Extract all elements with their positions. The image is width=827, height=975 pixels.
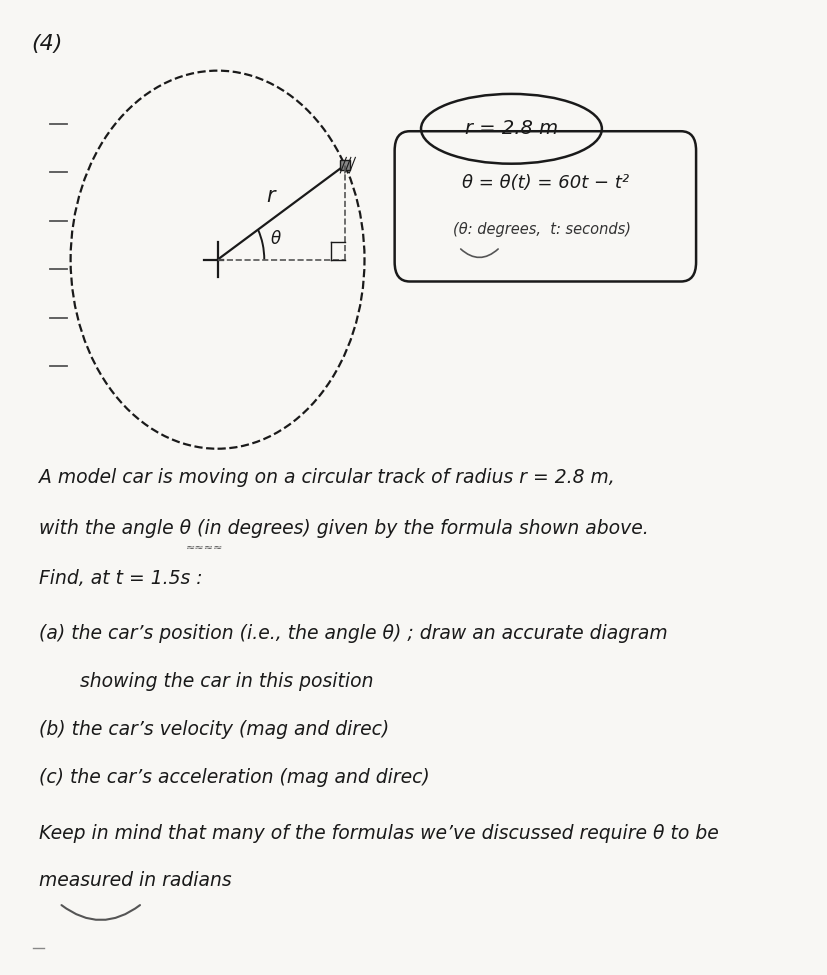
Text: θ: θ — [270, 230, 281, 249]
Text: A model car is moving on a circular track of radius r = 2.8 m,: A model car is moving on a circular trac… — [39, 468, 614, 488]
Text: measured in radians: measured in radians — [39, 872, 232, 890]
Text: θ = θ(t) = 60t − t²: θ = θ(t) = 60t − t² — [461, 175, 629, 192]
Text: (c) the car’s acceleration (mag and direc): (c) the car’s acceleration (mag and dire… — [39, 768, 429, 787]
Text: Keep in mind that many of the formulas we’ve discussed require θ to be: Keep in mind that many of the formulas w… — [39, 824, 718, 842]
Text: (a) the car’s position (i.e., the angle θ) ; draw an accurate diagram: (a) the car’s position (i.e., the angle … — [39, 624, 667, 644]
Text: r: r — [265, 186, 275, 206]
Text: Find, at t = 1.5s :: Find, at t = 1.5s : — [39, 569, 203, 588]
Text: (b) the car’s velocity (mag and direc): (b) the car’s velocity (mag and direc) — [39, 721, 389, 739]
Text: (4): (4) — [31, 34, 63, 54]
Text: ≈≈≈≈: ≈≈≈≈ — [186, 542, 223, 553]
Text: r = 2.8 m: r = 2.8 m — [464, 119, 557, 138]
Text: showing the car in this position: showing the car in this position — [80, 673, 374, 691]
Text: (θ: degrees,  t: seconds): (θ: degrees, t: seconds) — [452, 222, 630, 237]
Text: with the angle θ (in degrees) given by the formula shown above.: with the angle θ (in degrees) given by t… — [39, 519, 648, 537]
